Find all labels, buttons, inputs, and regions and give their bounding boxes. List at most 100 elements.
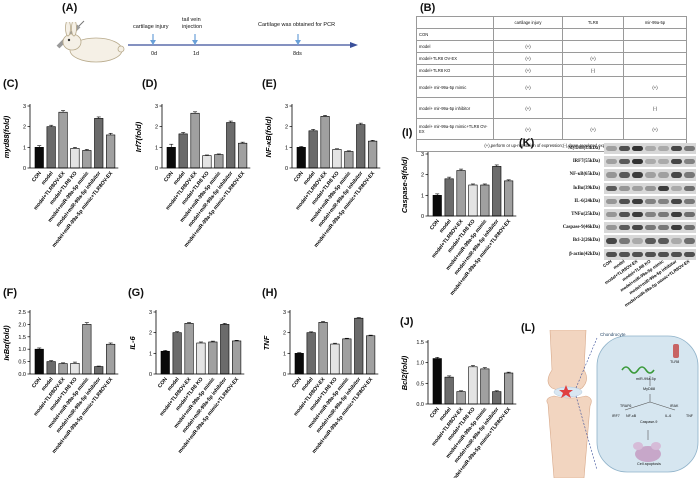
y-tick-label: 3 <box>149 310 152 316</box>
timeline-day-3: 8ds <box>293 51 302 57</box>
bar <box>480 368 490 405</box>
timeline-event-2: tail vein injection <box>182 17 203 30</box>
blot-strip <box>604 156 696 168</box>
y-axis-label: myd88(fold) <box>2 115 11 158</box>
diagram-chondrocyte-label: Chondrocyte <box>600 332 626 337</box>
diagram-tnf-label: TNF <box>686 414 693 418</box>
y-tick-label: 1 <box>155 145 158 151</box>
bar <box>196 342 206 375</box>
blot-band <box>645 172 656 178</box>
mirna-strand-icon <box>621 366 655 374</box>
y-tick-label: 3 <box>23 104 26 110</box>
blot-band <box>619 172 630 178</box>
table-header-cell: TLR8 <box>562 16 624 29</box>
blot-protein-label: Bcl-2(26kDa) <box>572 238 600 244</box>
blot-band <box>619 212 630 218</box>
bar <box>178 133 188 169</box>
blot-strip <box>604 182 696 194</box>
diagram-il6-label: IL-6 <box>665 414 672 418</box>
y-tick-label: 1 <box>421 193 424 199</box>
table-cell: (+) <box>493 97 563 119</box>
blot-protein-label: IκBα(39kDa) <box>573 185 600 191</box>
blot-band <box>658 251 669 257</box>
bar <box>432 195 442 217</box>
blot-band <box>645 146 656 152</box>
bar <box>294 353 304 375</box>
blot-band <box>658 146 669 152</box>
table-cell <box>562 76 624 98</box>
blot-strip <box>604 235 696 247</box>
diagram-tlr8-label: TLR8 <box>670 360 680 364</box>
table-row: model+TLR8 KO (+) (-) <box>416 64 687 77</box>
blot-band <box>671 185 682 191</box>
table-cell <box>623 40 687 53</box>
bar <box>46 361 56 375</box>
blot-strip <box>604 195 696 207</box>
blot-band <box>684 159 695 165</box>
bar <box>432 358 442 405</box>
blot-protein-label: NF-κB(65kDa) <box>569 172 600 178</box>
y-tick-label: 0.0 <box>416 402 424 408</box>
tlr8-receptor-icon <box>673 344 679 358</box>
bar <box>166 147 176 169</box>
blot-band <box>632 238 643 244</box>
y-tick-label: 0 <box>283 372 286 378</box>
table-cell <box>562 40 624 53</box>
diagram-irf7-label: IRF7 <box>612 414 620 418</box>
blot-band <box>658 159 669 165</box>
blot-band <box>606 212 617 218</box>
timeline-event-3: Cartilage was obtained for PCR <box>258 22 336 28</box>
bar <box>184 323 194 375</box>
bcl2-bar-chart: Bcl2(fold)0.00.51.01.5CONmodelmodel+TLR8… <box>400 340 517 478</box>
bar <box>226 122 236 169</box>
blot-band <box>619 198 630 204</box>
table-row: model+ mir-99a-5p inhibitor (+) (-) <box>416 97 687 119</box>
table-cell <box>623 52 687 65</box>
bar <box>480 184 490 217</box>
y-tick-label: 2 <box>155 125 158 131</box>
blot-band <box>619 225 630 231</box>
y-tick-label: 2.5 <box>18 310 26 316</box>
blot-band <box>658 225 669 231</box>
bar <box>46 126 56 169</box>
blot-protein-label: MyD88(33kDa) <box>568 146 600 151</box>
bar <box>356 124 366 169</box>
bar <box>58 363 68 375</box>
table-cell: model+ mir-99a-5p inhibitor <box>416 97 494 119</box>
blot-band <box>671 146 682 152</box>
bar <box>190 112 200 169</box>
blot-band <box>671 198 682 204</box>
bar <box>492 166 502 217</box>
x-tick-label: CON <box>163 170 175 183</box>
blot-band <box>684 172 695 178</box>
tibia-shape <box>546 395 592 478</box>
blot-protein-label: Caspase-9(46kDa) <box>562 225 600 231</box>
diagram-myd88-label: MyD88 <box>643 387 656 391</box>
blot-band <box>632 225 643 231</box>
diagram-caspase-label: Caspase-9 <box>640 420 658 424</box>
bar <box>368 140 378 169</box>
timeline-day-1: 0d <box>151 51 158 57</box>
bar <box>492 391 502 405</box>
blot-strip <box>604 209 696 221</box>
bar <box>82 324 92 375</box>
blot-band <box>619 185 630 191</box>
rabbit-icon <box>62 22 125 63</box>
blot-band <box>606 198 617 204</box>
timeline-event-1: cartilage injury <box>133 24 169 30</box>
blot-band <box>632 146 643 152</box>
blot-band <box>619 251 630 257</box>
y-axis-label: Irf7(fold) <box>134 121 143 152</box>
tnf-bar-chart: TNF0123CONmodelmodel+TLR8OV-EXmodel+TLR8… <box>262 310 379 455</box>
femur-shape <box>547 330 587 393</box>
x-tick-label: CON <box>291 376 303 389</box>
blot-band <box>671 212 682 218</box>
timeline <box>128 34 358 48</box>
bar <box>456 391 466 405</box>
bar <box>366 335 376 375</box>
caspase9-bar-chart: Caspase-9(fold)0123CONmodelmodel+TLR8OV-… <box>400 152 517 297</box>
y-tick-label: 1 <box>23 145 26 151</box>
blot-strip <box>604 143 696 155</box>
blot-protein-label: β-actin(42kDa) <box>569 251 600 257</box>
bar <box>468 366 478 405</box>
